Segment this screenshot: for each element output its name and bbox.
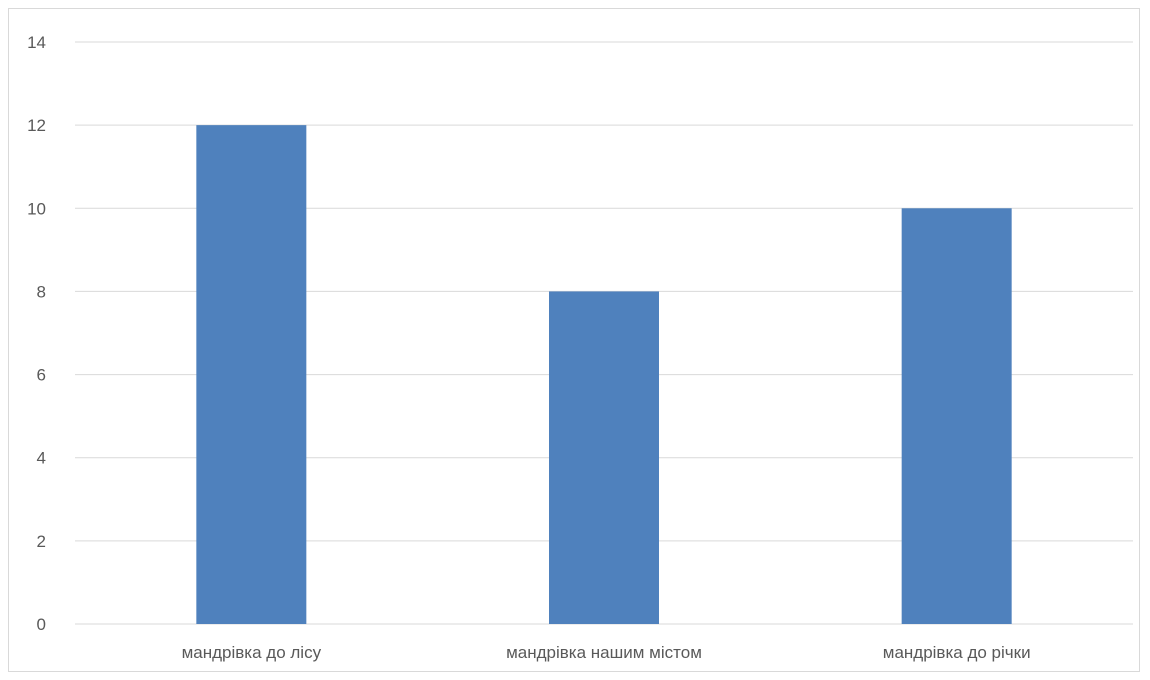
y-tick-label: 8 [37, 282, 46, 301]
y-tick-label: 6 [37, 366, 46, 385]
y-tick-label: 0 [37, 615, 46, 634]
x-category-label: мандрівка нашим містом [506, 643, 702, 662]
bar-3 [901, 208, 1012, 625]
y-tick-label: 14 [27, 33, 46, 52]
bar-1 [196, 125, 307, 625]
y-tick-label: 4 [37, 449, 46, 468]
y-tick-label: 10 [27, 199, 46, 218]
y-tick-label: 12 [27, 116, 46, 135]
x-category-label: мандрівка до лісу [182, 643, 322, 662]
y-tick-label: 2 [37, 532, 46, 551]
bar-2 [549, 291, 659, 624]
x-category-label: мандрівка до річки [883, 643, 1031, 662]
